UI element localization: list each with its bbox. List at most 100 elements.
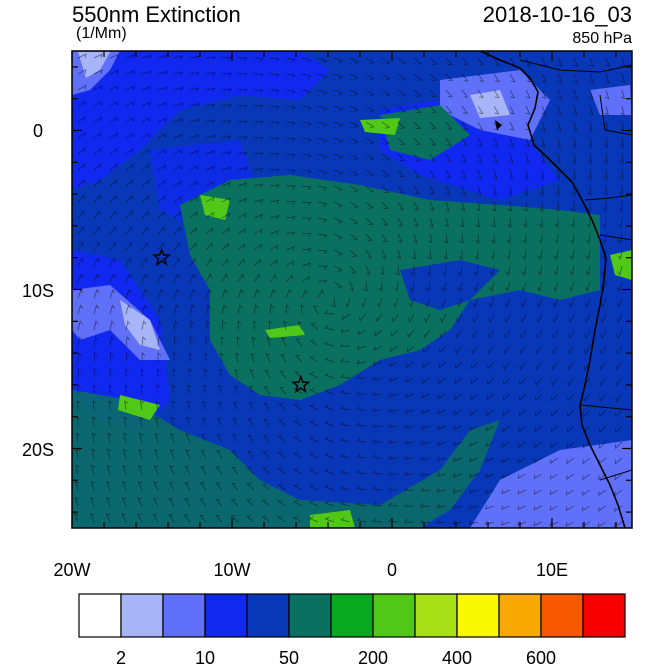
wind-barb <box>77 320 83 331</box>
wind-barb <box>109 352 114 363</box>
wind-barb <box>105 513 111 523</box>
wind-barb <box>301 57 312 63</box>
wind-barb <box>509 137 515 147</box>
wind-barb <box>278 403 287 411</box>
wind-barb <box>461 105 469 114</box>
wind-barb <box>397 185 405 194</box>
pressure-level-label: 850 hPa <box>572 30 632 47</box>
wind-barb <box>420 503 431 508</box>
wind-barb <box>109 288 116 299</box>
wind-barb <box>340 501 351 507</box>
wind-barb <box>253 105 264 110</box>
wind-barb <box>600 297 607 308</box>
wind-barb <box>388 392 399 398</box>
plume-region-north <box>380 105 470 160</box>
wind-barb <box>474 265 479 276</box>
wind-barb <box>333 105 344 112</box>
wind-barb <box>457 281 463 292</box>
wind-barb <box>317 121 328 127</box>
wind-barb <box>205 87 216 92</box>
wind-barb <box>517 505 527 511</box>
wind-barb <box>262 451 271 459</box>
wind-barb <box>324 357 335 363</box>
wind-barb <box>253 183 264 188</box>
wind-barb <box>317 233 328 239</box>
wind-barb <box>573 105 578 116</box>
wind-barb <box>472 313 479 323</box>
wind-barb <box>262 419 271 427</box>
wind-barb <box>107 448 112 459</box>
wind-barb <box>505 281 511 292</box>
wind-barb <box>301 153 312 159</box>
wind-barb <box>553 249 559 260</box>
wind-barb <box>617 233 623 244</box>
wind-barb <box>237 120 248 125</box>
wind-barb <box>185 433 191 443</box>
wind-barb <box>157 133 167 139</box>
wind-barb <box>173 118 183 123</box>
wind-barb <box>187 384 192 395</box>
wind-barb <box>173 226 181 235</box>
wind-barb <box>566 473 575 480</box>
wind-barb <box>157 273 164 283</box>
wind-barb <box>556 121 562 132</box>
wind-barb <box>615 409 623 418</box>
wind-barb <box>333 153 344 160</box>
wind-barb <box>340 485 351 491</box>
wind-barb <box>157 304 163 315</box>
wind-barb <box>309 371 319 379</box>
wind-barb <box>269 229 279 235</box>
wind-barb <box>109 336 115 347</box>
wind-barb <box>452 488 463 493</box>
lon-label-10w: 10W <box>213 560 250 580</box>
wind-barb <box>469 425 479 432</box>
wind-barb <box>397 169 405 178</box>
wind-barb <box>324 420 335 427</box>
wind-barb <box>509 153 514 164</box>
wind-barb <box>324 325 335 331</box>
wind-barb <box>105 497 111 507</box>
wind-barb <box>189 196 198 203</box>
wind-barb <box>109 272 116 283</box>
wind-barb <box>540 153 545 164</box>
wind-barb <box>237 258 245 267</box>
wind-barb <box>153 465 159 475</box>
units-label: (1/Mm) <box>76 25 127 42</box>
wind-barb <box>269 168 280 173</box>
wind-barb <box>438 377 447 385</box>
wind-barb <box>125 320 131 331</box>
wind-barb <box>461 89 469 98</box>
wind-barb <box>301 248 312 253</box>
wind-barb <box>525 57 532 67</box>
wind-barb <box>484 489 495 494</box>
wind-barb <box>388 439 399 444</box>
wind-barb <box>77 69 87 75</box>
wind-barb <box>615 361 623 371</box>
wind-barb <box>168 497 175 507</box>
wind-barb <box>221 119 232 124</box>
wind-barb <box>269 288 276 299</box>
wind-barb <box>333 201 344 208</box>
wind-barb <box>456 297 463 308</box>
wind-barb <box>477 121 484 131</box>
wind-barb <box>109 179 118 187</box>
star-marker-south <box>291 374 311 394</box>
wind-barb <box>77 257 84 267</box>
green-speckle-n <box>360 118 400 135</box>
wind-barb <box>91 432 96 443</box>
wind-barb <box>614 457 623 465</box>
wind-barb <box>122 448 128 459</box>
wind-barb <box>205 211 214 219</box>
wind-barb <box>205 242 213 251</box>
wind-barb <box>422 361 431 369</box>
wind-barb <box>549 521 559 527</box>
wind-barb <box>445 137 452 146</box>
wind-barb <box>107 432 112 443</box>
wind-barb <box>125 368 130 379</box>
wind-barb <box>253 57 264 62</box>
wind-barb <box>185 417 191 427</box>
wind-barb <box>356 453 367 459</box>
wind-barb <box>484 505 495 510</box>
wind-barb <box>173 320 179 331</box>
